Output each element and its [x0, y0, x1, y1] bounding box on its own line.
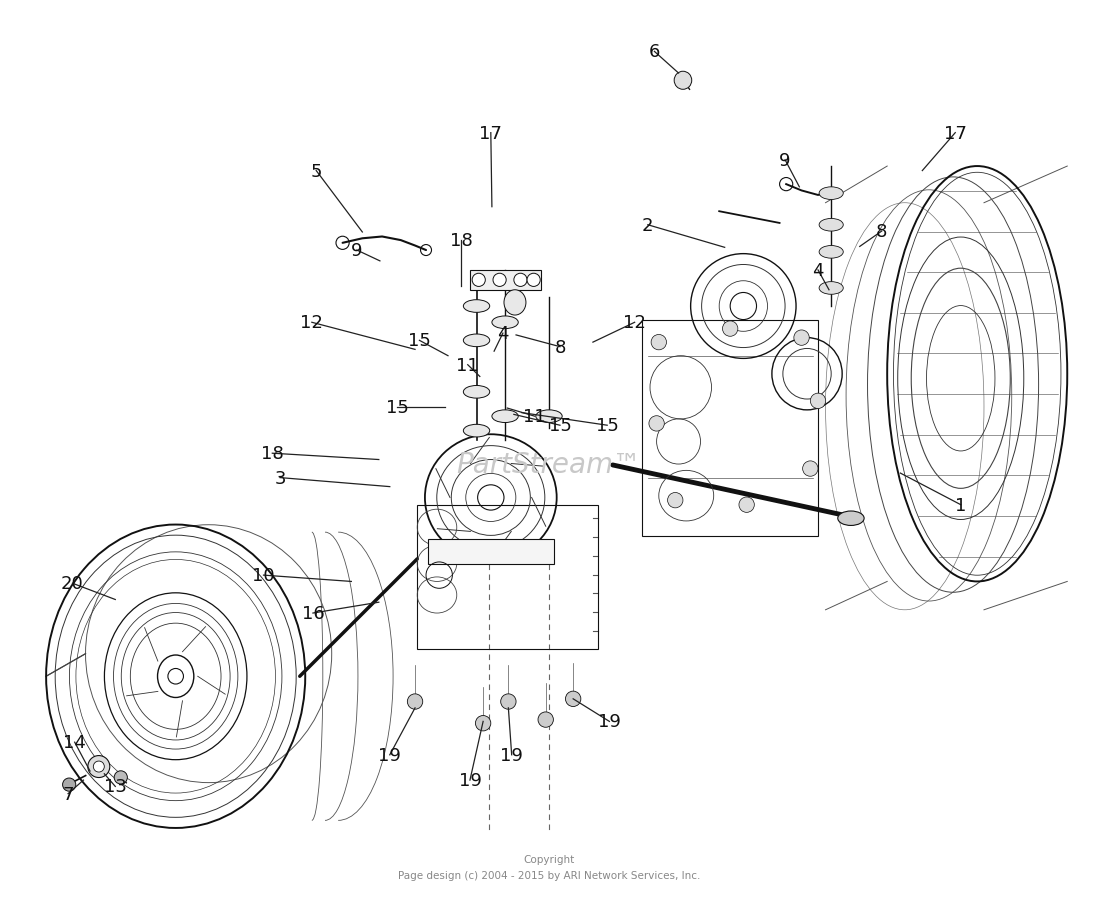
- Ellipse shape: [492, 317, 518, 329]
- Text: PartStream™: PartStream™: [457, 450, 641, 479]
- Text: 14: 14: [64, 733, 86, 751]
- Bar: [417, 505, 598, 649]
- Ellipse shape: [463, 300, 490, 313]
- Ellipse shape: [819, 282, 843, 295]
- Circle shape: [649, 416, 664, 432]
- Text: 2: 2: [642, 216, 653, 235]
- Bar: [642, 320, 818, 537]
- Text: 18: 18: [261, 445, 283, 463]
- Text: 17: 17: [944, 124, 966, 143]
- Text: 10: 10: [253, 566, 274, 584]
- Circle shape: [472, 274, 485, 287]
- Ellipse shape: [838, 511, 864, 526]
- Circle shape: [63, 778, 76, 791]
- Circle shape: [565, 691, 581, 707]
- Circle shape: [739, 497, 754, 513]
- Ellipse shape: [504, 290, 526, 316]
- Text: 15: 15: [549, 417, 571, 435]
- Text: 18: 18: [450, 232, 472, 250]
- Circle shape: [651, 335, 666, 351]
- Ellipse shape: [536, 410, 562, 423]
- Text: 12: 12: [624, 314, 646, 332]
- Ellipse shape: [463, 335, 490, 347]
- Circle shape: [538, 712, 553, 728]
- Ellipse shape: [674, 72, 692, 90]
- Circle shape: [88, 756, 110, 778]
- Text: 1: 1: [955, 496, 966, 514]
- Text: 9: 9: [351, 242, 362, 260]
- Circle shape: [722, 321, 738, 337]
- Text: 16: 16: [302, 604, 324, 622]
- Text: 4: 4: [813, 262, 824, 280]
- Circle shape: [527, 274, 540, 287]
- Circle shape: [493, 274, 506, 287]
- Bar: [428, 539, 554, 565]
- Circle shape: [803, 461, 818, 477]
- Text: 8: 8: [554, 338, 565, 356]
- Text: 19: 19: [501, 746, 523, 764]
- Text: 15: 15: [386, 399, 408, 417]
- Text: 20: 20: [61, 575, 83, 593]
- Circle shape: [93, 761, 104, 772]
- Ellipse shape: [819, 219, 843, 232]
- Circle shape: [501, 694, 516, 710]
- Text: 15: 15: [408, 332, 430, 350]
- Text: 11: 11: [524, 408, 546, 426]
- Circle shape: [475, 715, 491, 732]
- Text: Copyright: Copyright: [524, 853, 574, 864]
- Bar: [470, 271, 541, 290]
- Text: 17: 17: [480, 124, 502, 143]
- Text: 9: 9: [780, 152, 791, 170]
- Text: 19: 19: [598, 713, 620, 731]
- Text: 8: 8: [876, 223, 887, 241]
- Text: 12: 12: [301, 314, 323, 332]
- Text: 15: 15: [596, 417, 618, 435]
- Circle shape: [514, 274, 527, 287]
- Text: 13: 13: [104, 778, 126, 796]
- Circle shape: [668, 492, 683, 509]
- Text: 19: 19: [379, 746, 401, 764]
- Text: Page design (c) 2004 - 2015 by ARI Network Services, Inc.: Page design (c) 2004 - 2015 by ARI Netwo…: [397, 870, 701, 880]
- Ellipse shape: [819, 188, 843, 200]
- Circle shape: [794, 330, 809, 346]
- Ellipse shape: [492, 410, 518, 423]
- Ellipse shape: [463, 386, 490, 399]
- Text: 19: 19: [459, 771, 481, 789]
- Ellipse shape: [819, 246, 843, 259]
- Circle shape: [407, 694, 423, 710]
- Text: 5: 5: [311, 162, 322, 180]
- Circle shape: [114, 771, 127, 784]
- Circle shape: [168, 668, 183, 685]
- Ellipse shape: [463, 425, 490, 437]
- Text: 11: 11: [457, 356, 479, 374]
- Circle shape: [810, 393, 826, 410]
- Text: 6: 6: [649, 43, 660, 61]
- Text: 3: 3: [274, 469, 285, 487]
- Text: 4: 4: [497, 325, 508, 343]
- Text: 7: 7: [63, 785, 74, 803]
